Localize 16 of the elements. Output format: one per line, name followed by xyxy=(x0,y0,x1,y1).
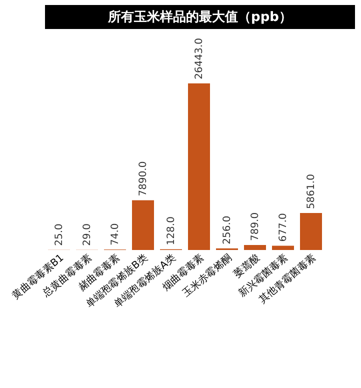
data-label: 74.0 xyxy=(110,223,121,246)
bar xyxy=(272,246,294,250)
data-label: 26443.0 xyxy=(194,38,205,80)
data-label: 25.0 xyxy=(54,224,65,246)
data-label: 128.0 xyxy=(166,216,177,246)
bar xyxy=(300,213,322,250)
data-label: 256.0 xyxy=(222,216,233,244)
bar xyxy=(188,83,210,250)
chart-title: 所有玉米样品的最大值（ppb） xyxy=(107,9,292,25)
data-label: 7890.0 xyxy=(138,161,149,196)
data-label: 29.0 xyxy=(82,224,93,246)
bar xyxy=(132,200,154,250)
data-label: 5861.0 xyxy=(306,174,317,210)
data-label: 677.0 xyxy=(278,213,289,242)
bar xyxy=(244,245,266,250)
data-label: 789.0 xyxy=(250,212,261,242)
